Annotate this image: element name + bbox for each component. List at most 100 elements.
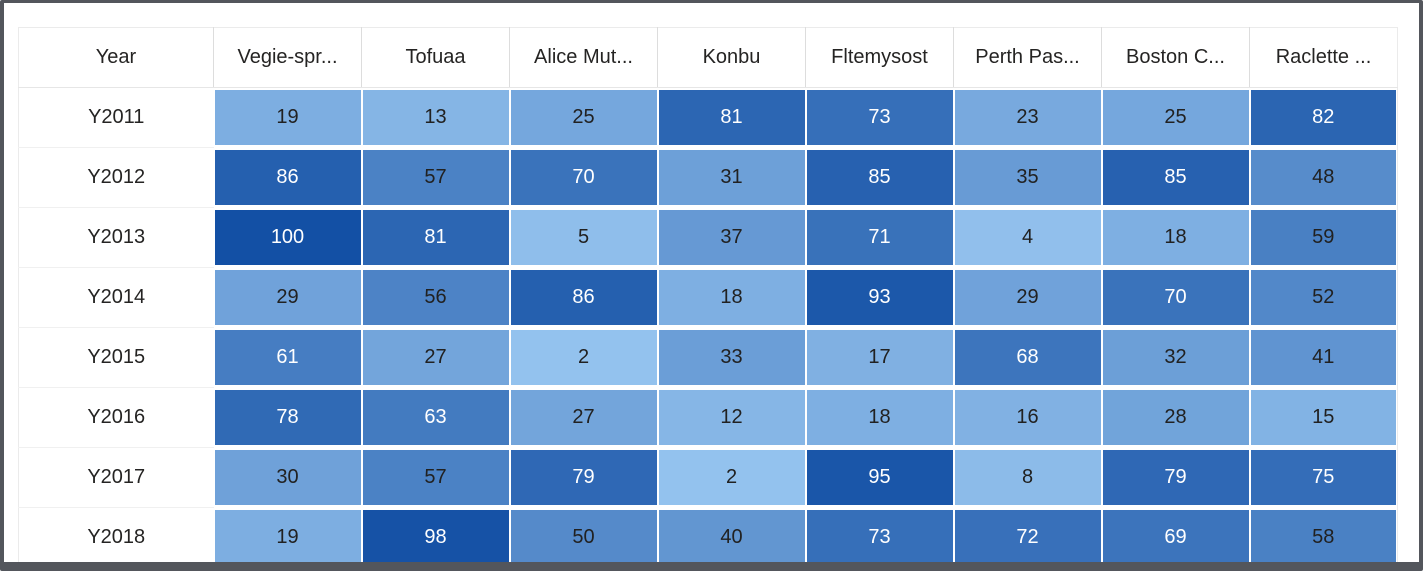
heatmap-cell[interactable]: 33 [657,327,806,388]
cutoff-row-cell [1102,568,1250,571]
row-header[interactable]: Y2012 [18,147,214,208]
column-header-3[interactable]: Konbu [657,27,806,88]
heatmap-cell[interactable]: 48 [1249,147,1398,208]
cutoff-row-header [19,568,214,571]
table-row: Y2014 29 56 86 18 93 29 70 52 [18,267,1398,328]
heatmap-cell[interactable]: 82 [1249,87,1398,148]
heatmap-cell[interactable]: 4 [953,207,1102,268]
heatmap-cell[interactable]: 56 [361,267,510,328]
row-header[interactable]: Y2016 [18,387,214,448]
heatmap-cell[interactable]: 93 [805,267,954,328]
heatmap-cell-value: 79 [510,450,657,505]
heatmap-cell[interactable]: 73 [805,507,954,562]
heatmap-cell-value: 85 [806,150,953,205]
heatmap-cell[interactable]: 61 [213,327,362,388]
heatmap-cell-value: 27 [362,330,509,385]
heatmap-cell[interactable]: 86 [213,147,362,208]
heatmap-cell[interactable]: 37 [657,207,806,268]
heatmap-cell[interactable]: 19 [213,507,362,562]
heatmap-cell-value: 13 [362,90,509,146]
row-header[interactable]: Y2017 [18,447,214,508]
heatmap-cell[interactable]: 19 [213,87,362,148]
heatmap-cell[interactable]: 70 [509,147,658,208]
heatmap-cell[interactable]: 59 [1249,207,1398,268]
heatmap-cell-value: 57 [362,150,509,205]
heatmap-cell[interactable]: 100 [213,207,362,268]
column-header-year[interactable]: Year [18,27,214,88]
heatmap-cell[interactable]: 40 [657,507,806,562]
row-header[interactable]: Y2011 [18,87,214,148]
heatmap-cell[interactable]: 18 [805,387,954,448]
heatmap-cell[interactable]: 52 [1249,267,1398,328]
cutoff-row-cell [362,568,510,571]
heatmap-cell[interactable]: 16 [953,387,1102,448]
heatmap-cell[interactable]: 57 [361,147,510,208]
heatmap-cell[interactable]: 2 [509,327,658,388]
heatmap-cell[interactable]: 30 [213,447,362,508]
heatmap-cell-value: 57 [362,450,509,505]
heatmap-cell[interactable]: 63 [361,387,510,448]
column-header-7[interactable]: Raclette ... [1249,27,1398,88]
row-header[interactable]: Y2018 [18,507,214,562]
heatmap-cell[interactable]: 2 [657,447,806,508]
table-row: Y2012 86 57 70 31 85 35 85 48 [18,147,1398,208]
heatmap-cell[interactable]: 25 [509,87,658,148]
heatmap-cell[interactable]: 27 [361,327,510,388]
column-header-1[interactable]: Tofuaa [361,27,510,88]
heatmap-cell[interactable]: 79 [1101,447,1250,508]
heatmap-cell[interactable]: 35 [953,147,1102,208]
heatmap-cell[interactable]: 73 [805,87,954,148]
heatmap-cell-value: 85 [1102,150,1249,205]
heatmap-cell[interactable]: 23 [953,87,1102,148]
column-header-4[interactable]: Fltemysost [805,27,954,88]
heatmap-cell[interactable]: 85 [1101,147,1250,208]
heatmap-cell[interactable]: 95 [805,447,954,508]
row-header[interactable]: Y2014 [18,267,214,328]
heatmap-cell-value: 78 [214,390,361,445]
heatmap-cell-value: 32 [1102,330,1249,385]
heatmap-cell[interactable]: 98 [361,507,510,562]
heatmap-cell[interactable]: 72 [953,507,1102,562]
heatmap-cell[interactable]: 81 [361,207,510,268]
heatmap-cell[interactable]: 58 [1249,507,1398,562]
heatmap-cell[interactable]: 78 [213,387,362,448]
heatmap-cell[interactable]: 8 [953,447,1102,508]
heatmap-cell[interactable]: 69 [1101,507,1250,562]
column-header-5[interactable]: Perth Pas... [953,27,1102,88]
column-header-2[interactable]: Alice Mut... [509,27,658,88]
heatmap-cell[interactable]: 28 [1101,387,1250,448]
heatmap-cell[interactable]: 70 [1101,267,1250,328]
heatmap-cell[interactable]: 41 [1249,327,1398,388]
heatmap-cell[interactable]: 71 [805,207,954,268]
heatmap-cell-value: 8 [954,450,1101,505]
heatmap-cell[interactable]: 86 [509,267,658,328]
heatmap-cell[interactable]: 85 [805,147,954,208]
heatmap-cell[interactable]: 50 [509,507,658,562]
heatmap-cell[interactable]: 29 [953,267,1102,328]
heatmap-cell[interactable]: 18 [1101,207,1250,268]
table-body: Y2011 19 13 25 81 73 23 25 82 Y2012 86 57 70 31 85 35 85… [18,87,1398,571]
heatmap-cell[interactable]: 25 [1101,87,1250,148]
heatmap-cell[interactable]: 15 [1249,387,1398,448]
row-header[interactable]: Y2013 [18,207,214,268]
heatmap-cell-value: 2 [658,450,805,505]
heatmap-cell[interactable]: 13 [361,87,510,148]
heatmap-cell[interactable]: 12 [657,387,806,448]
heatmap-cell[interactable]: 32 [1101,327,1250,388]
heatmap-cell[interactable]: 57 [361,447,510,508]
heatmap-cell[interactable]: 18 [657,267,806,328]
heatmap-cell[interactable]: 75 [1249,447,1398,508]
heatmap-cell[interactable]: 27 [509,387,658,448]
heatmap-cell[interactable]: 81 [657,87,806,148]
heatmap-cell[interactable]: 68 [953,327,1102,388]
table-row: Y2016 78 63 27 12 18 16 28 15 [18,387,1398,448]
heatmap-cell[interactable]: 5 [509,207,658,268]
column-header-0[interactable]: Vegie-spr... [213,27,362,88]
heatmap-cell[interactable]: 79 [509,447,658,508]
heatmap-cell[interactable]: 29 [213,267,362,328]
heatmap-cell[interactable]: 17 [805,327,954,388]
cutoff-row-cell [510,568,658,571]
row-header[interactable]: Y2015 [18,327,214,388]
column-header-6[interactable]: Boston C... [1101,27,1250,88]
heatmap-cell[interactable]: 31 [657,147,806,208]
